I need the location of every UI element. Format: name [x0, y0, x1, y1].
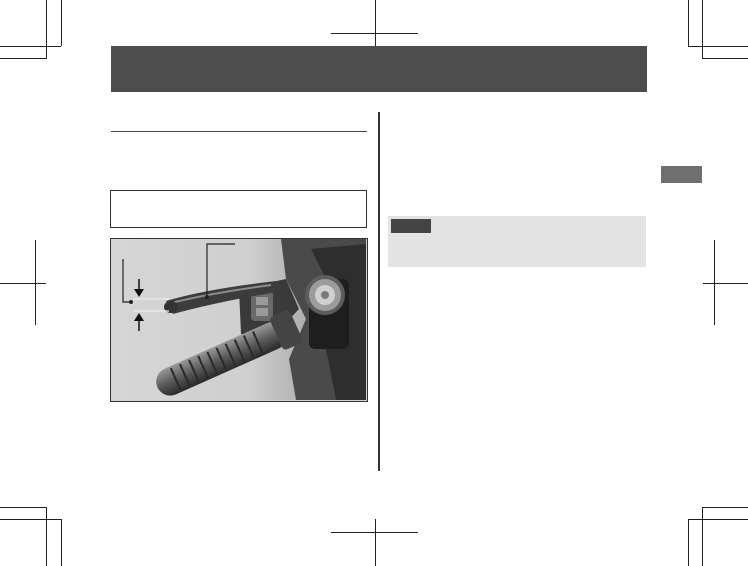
- brake-lever-photo: [110, 238, 368, 402]
- column-divider: [378, 112, 380, 471]
- tip-box: [388, 216, 646, 267]
- note-box: [110, 190, 367, 228]
- page-header-band: [111, 46, 647, 92]
- chapter-side-tab: [661, 166, 702, 183]
- tip-tag: [391, 219, 431, 233]
- section-heading-rule: [111, 131, 367, 132]
